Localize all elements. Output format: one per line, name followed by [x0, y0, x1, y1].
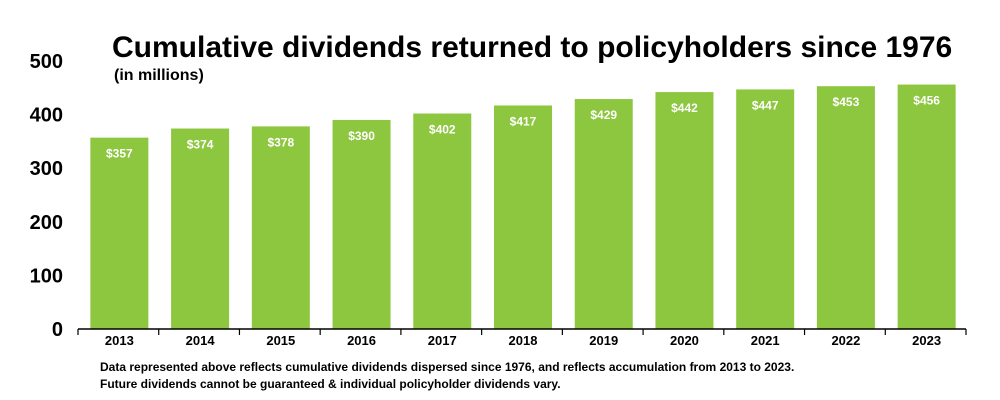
y-tick-label: 100 [30, 265, 63, 287]
bars-group: $357 $374 $378 $390 $402 $417 $429 $442 $447 $453… [90, 84, 956, 330]
bar-2023 [897, 84, 956, 329]
data-label-2016: $390 [348, 129, 375, 143]
x-tick-label: 2015 [266, 333, 295, 348]
bar-2015 [251, 126, 310, 329]
bar-2016 [332, 119, 391, 330]
footnote-2: Future dividends cannot be guaranteed & … [100, 377, 561, 391]
x-tick-label: 2017 [428, 333, 457, 348]
y-tick-label: 300 [30, 158, 63, 180]
bar-2018 [494, 105, 552, 329]
x-tick-label: 2020 [670, 333, 699, 348]
x-tick-label: 2018 [509, 333, 538, 348]
bar-2020 [655, 92, 714, 329]
bar-2019 [574, 99, 633, 329]
x-tick-label: 2022 [831, 333, 860, 348]
x-tick-label: 2016 [347, 333, 376, 348]
data-label-2021: $447 [752, 98, 779, 112]
data-label-2023: $456 [913, 94, 940, 108]
x-tick-label: 2019 [589, 333, 618, 348]
data-label-2020: $442 [671, 101, 698, 115]
data-label-2013: $357 [106, 147, 133, 161]
y-tick-label: 500 [30, 51, 63, 73]
x-tick-label: 2014 [186, 333, 216, 348]
y-tick-label: 0 [52, 319, 63, 341]
bar-2013 [90, 137, 149, 329]
x-tick-label: 2023 [912, 333, 941, 348]
data-label-2015: $378 [267, 135, 294, 149]
data-label-2022: $453 [833, 95, 860, 109]
x-tick-label: 2021 [751, 333, 780, 348]
bar-2014 [171, 128, 230, 329]
footnote-1: Data represented above reflects cumulati… [100, 360, 794, 374]
bar-2022 [816, 86, 875, 329]
data-label-2017: $402 [429, 123, 456, 137]
data-label-2019: $429 [590, 108, 617, 122]
x-tick-label: 2013 [105, 333, 134, 348]
chart-subtitle: (in millions) [114, 67, 204, 84]
chart-title: Cumulative dividends returned to policyh… [112, 31, 952, 64]
x-axis: 2013 2014 2015 2016 2017 2018 2019 2020 2021 2022… [77, 328, 967, 348]
y-tick-label: 400 [30, 105, 63, 127]
bar-2021 [736, 89, 795, 330]
y-tick-label: 200 [30, 212, 63, 234]
bar-2017 [413, 113, 472, 329]
data-label-2014: $374 [187, 138, 214, 152]
data-label-2018: $417 [510, 114, 537, 128]
y-axis: 0 100 200 300 400 500 [30, 51, 63, 341]
